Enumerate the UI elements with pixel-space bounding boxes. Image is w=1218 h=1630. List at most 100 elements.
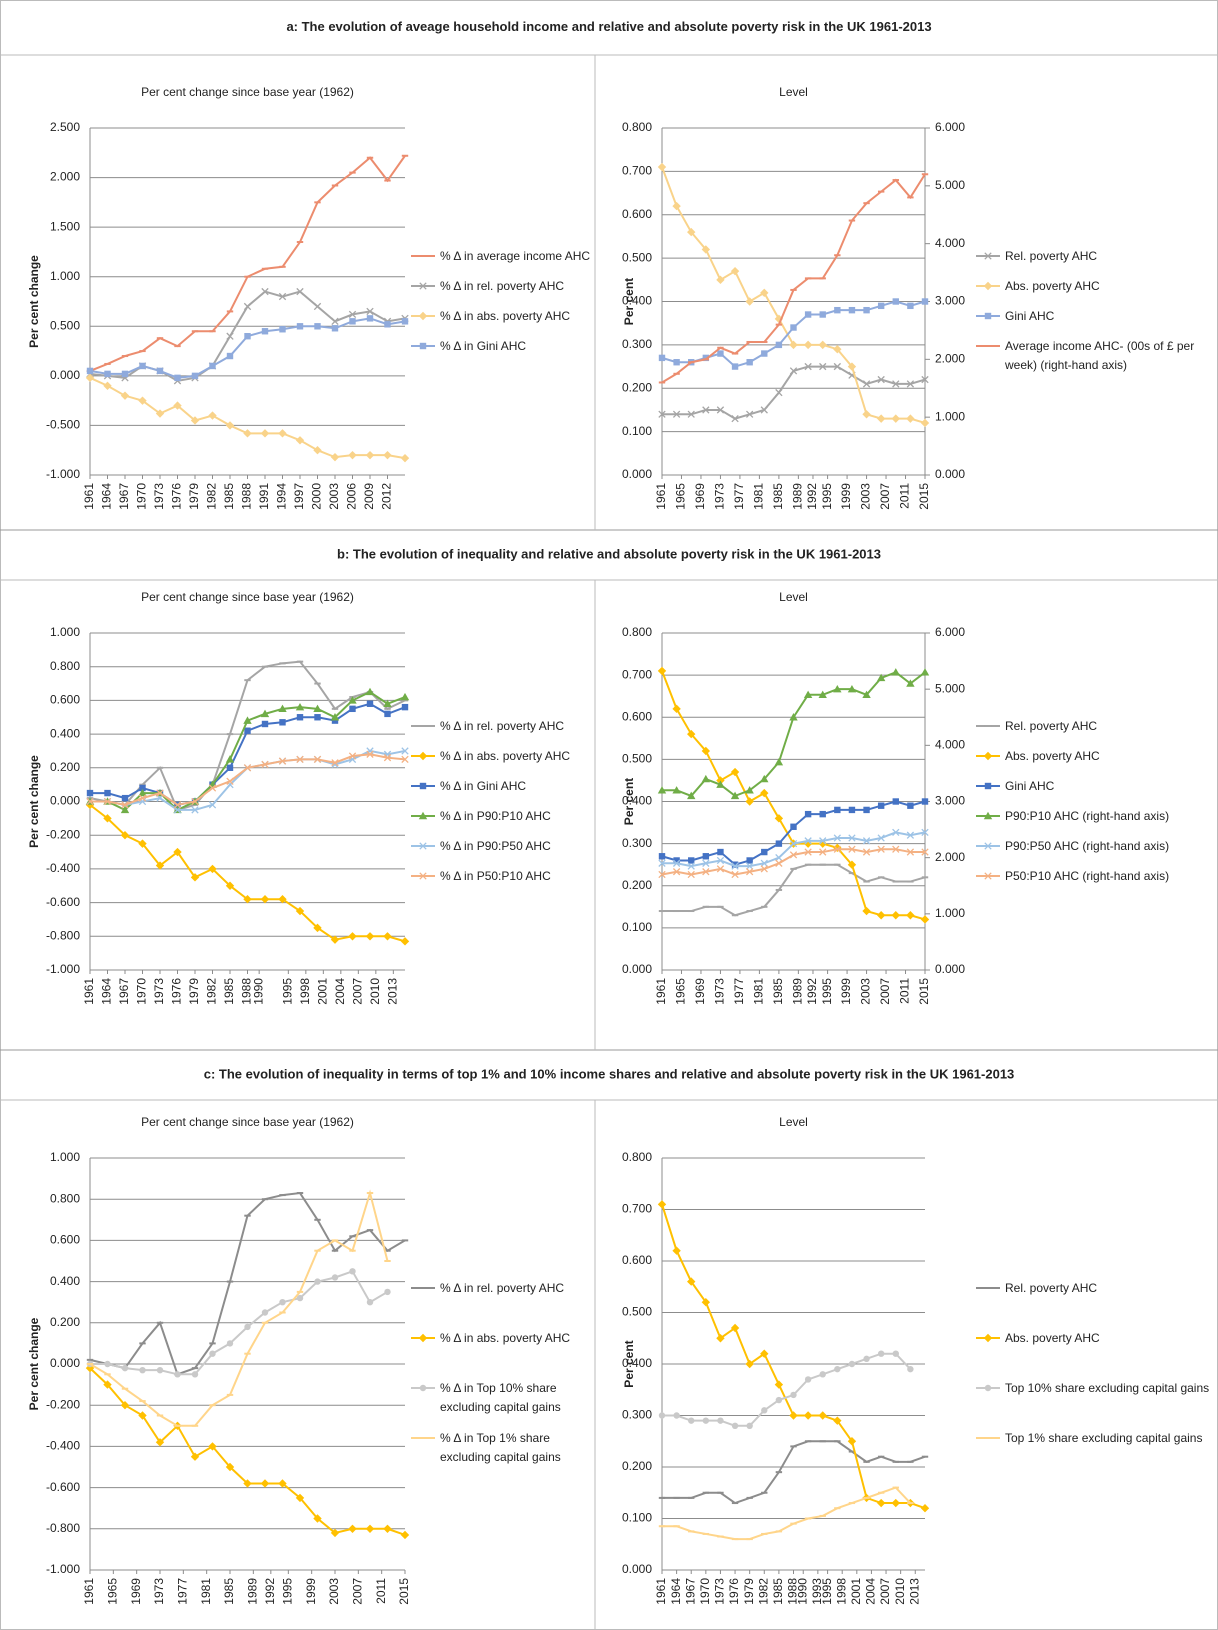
marker (121, 794, 129, 802)
marker (892, 380, 900, 388)
marker (260, 429, 270, 438)
x-tick-label: 2003 (859, 483, 873, 510)
marker (314, 1278, 321, 1285)
x-tick-label: 1994 (275, 483, 289, 510)
marker (208, 411, 217, 420)
marker (208, 784, 217, 792)
marker (384, 1288, 391, 1296)
y-tick-label: 0.400 (622, 294, 652, 308)
x-tick-label: 2011 (898, 483, 912, 509)
marker (819, 311, 826, 318)
marker (278, 292, 287, 301)
x-tick-label: 1967 (117, 483, 131, 510)
legend-item: % Δ in Gini AHC (410, 337, 592, 356)
marker (138, 788, 147, 797)
marker (672, 786, 681, 794)
x-tick-label: 2009 (362, 483, 376, 510)
marker (687, 870, 695, 879)
marker (419, 1384, 427, 1392)
marker (103, 1380, 112, 1389)
legend-swatch (976, 312, 1000, 319)
marker (848, 1360, 856, 1368)
marker (418, 811, 428, 819)
marker (226, 764, 234, 771)
marker (876, 414, 886, 423)
marker (121, 801, 129, 809)
x-tick-label: 2006 (345, 483, 359, 510)
marker (261, 720, 269, 728)
x-tick-label: 2013 (386, 978, 400, 1005)
marker (687, 1277, 696, 1286)
marker (730, 1323, 740, 1333)
marker (331, 717, 339, 724)
y-tick-label: -0.500 (46, 418, 80, 432)
x-tick-label: 2007 (878, 978, 892, 1005)
marker (848, 806, 856, 814)
x-tick-label: 1981 (752, 978, 766, 1005)
x-tick-label: 1964 (100, 483, 114, 510)
series-line (662, 1440, 926, 1505)
x-tick-label: 1988 (786, 1578, 800, 1605)
marker (702, 406, 710, 414)
y-tick-label: 0.600 (50, 1233, 80, 1247)
marker (984, 251, 992, 260)
marker (139, 1366, 146, 1374)
y-tick-label: 0.000 (622, 467, 652, 481)
legend-swatch (976, 841, 1000, 850)
marker (313, 923, 322, 933)
legend-item: Average income AHC- (00s of £ per week) … (975, 337, 1213, 375)
legend-label: Gini AHC (1005, 778, 1055, 793)
marker (730, 767, 740, 777)
series-line (89, 317, 406, 379)
section-title: c: The evolution of inequality in terms … (204, 1066, 1015, 1081)
marker (892, 1350, 899, 1357)
y2-tick-label: 0.000 (935, 962, 965, 976)
marker (702, 859, 710, 867)
x-tick-label: 1992 (805, 978, 819, 1005)
marker (295, 1493, 305, 1503)
marker (672, 868, 681, 876)
marker (746, 862, 754, 870)
marker (138, 839, 147, 848)
legend-item: % Δ in rel. poverty AHC (410, 717, 592, 736)
x-tick-label: 1970 (135, 978, 149, 1005)
marker (226, 332, 234, 340)
x-tick-label: 1961 (82, 978, 96, 1005)
marker (907, 1365, 914, 1373)
marker (789, 340, 798, 350)
x-tick-label: 1985 (222, 978, 236, 1005)
legend-label: Top 1% share excluding capital gains (1005, 1431, 1203, 1445)
y-tick-label: 0.600 (622, 1253, 652, 1267)
marker (877, 845, 885, 853)
marker (366, 1299, 374, 1306)
y-tick-label: 0.800 (622, 625, 652, 639)
legend-item: P90:P10 AHC (right-hand axis) (975, 807, 1213, 826)
x-tick-label: 2003 (327, 1578, 341, 1605)
marker (892, 798, 899, 805)
marker (278, 895, 287, 904)
marker (173, 401, 182, 410)
y-tick-label: -1.000 (46, 1562, 80, 1576)
legend-item: % Δ in Top 1% share excluding capital ga… (410, 1429, 592, 1467)
marker (847, 1437, 857, 1446)
marker (400, 937, 410, 946)
x-tick-label: 1977 (732, 483, 746, 510)
marker (139, 362, 146, 370)
marker (716, 856, 725, 865)
legend-item: % Δ in average income AHC (410, 247, 592, 266)
series-line (89, 1367, 406, 1536)
marker (86, 367, 94, 375)
marker (313, 704, 322, 713)
legend-swatch (976, 1333, 1000, 1343)
legend-swatch (411, 782, 435, 789)
y-tick-label: 0.400 (50, 726, 80, 740)
marker (209, 362, 216, 370)
marker (907, 302, 914, 310)
marker (877, 375, 885, 384)
marker (862, 837, 871, 845)
y-tick-label: 0.800 (50, 1191, 80, 1205)
marker (876, 911, 886, 920)
marker (789, 1411, 798, 1420)
x-tick-label: 1992 (805, 483, 819, 510)
marker (687, 729, 696, 739)
